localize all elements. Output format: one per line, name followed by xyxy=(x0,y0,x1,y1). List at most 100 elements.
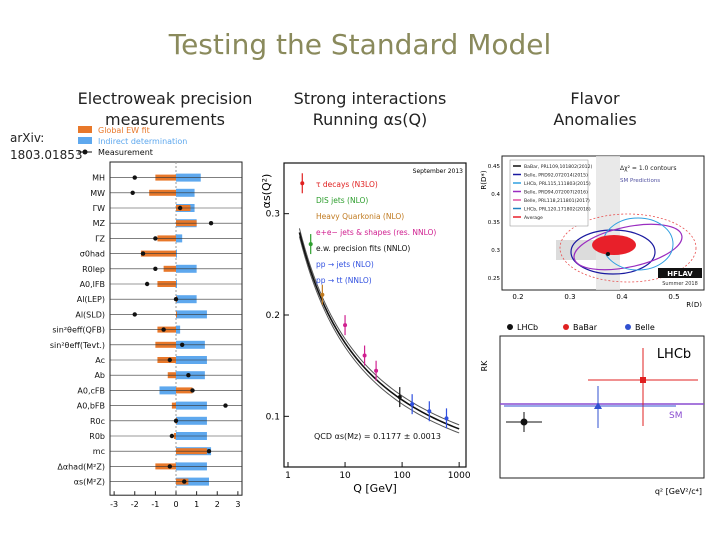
flavtop-legend-entry: Average xyxy=(524,215,543,221)
flavbot-babar-point xyxy=(640,377,646,383)
flavor-heading-line2: Anomalies xyxy=(553,110,637,129)
strong-legend-entry: τ decays (N3LO) xyxy=(316,180,378,189)
flavbot-lhcb-point xyxy=(520,418,528,426)
flavtop-x-tick-label: 0.3 xyxy=(564,293,575,301)
ew-x-tick-label: -1 xyxy=(151,500,159,509)
strong-data-point xyxy=(300,181,305,186)
flavbot-legend-entry: Belle xyxy=(635,323,655,332)
ew-x-tick-label: 0 xyxy=(173,500,178,509)
ew-legend-dot xyxy=(82,149,88,155)
flavtop-legend-entry: LHCb, PRL115,111803(2015) xyxy=(524,181,591,187)
strong-data-point xyxy=(410,402,415,407)
ew-param-label: MH xyxy=(92,174,105,183)
ew-measurement-dot xyxy=(132,175,137,180)
flavtop-contour-belle xyxy=(573,223,683,271)
ew-x-tick-label: 1 xyxy=(194,500,199,509)
flavtop-y-tick-label: 0.35 xyxy=(488,220,501,226)
strong-x-tick-label: 10 xyxy=(339,471,351,481)
ew-param-label: A0,cFB xyxy=(77,386,105,395)
ew-measurement-dot xyxy=(173,418,179,423)
ew-param-label: A0,bFB xyxy=(77,402,105,411)
strong-data-point xyxy=(343,323,348,328)
ew-param-label: Al(SLD) xyxy=(75,310,105,319)
ew-measurement-dot xyxy=(223,403,228,408)
strong-y-axis-label: αs(Q²) xyxy=(260,174,273,209)
ew-param-label: ΓZ xyxy=(95,234,105,243)
flavbot-frame xyxy=(499,335,705,479)
strong-x-axis-label: Q [GeV] xyxy=(353,482,397,495)
ew-param-label: R0b xyxy=(89,432,105,441)
ew-param-label: σ0had xyxy=(80,250,105,259)
ew-param-label: ΓW xyxy=(93,204,105,213)
strong-legend-entry: pp → jets (NLO) xyxy=(316,260,374,269)
flavbot-legend-marker xyxy=(563,324,569,330)
ew-measurement-dot xyxy=(169,433,175,439)
flavtop-average xyxy=(592,235,636,255)
strong-data-point xyxy=(374,368,379,373)
flavtop-contour-label: Δχ² = 1.0 contours xyxy=(620,165,676,172)
ew-x-tick-label: 3 xyxy=(235,500,240,509)
alpha-s-running-plot: 0.3 0.2 0.1 1 10 100 1000 Q [GeV] αs(Q²) Septembe… xyxy=(260,162,470,495)
flavor-heading: Flavor Anomalies xyxy=(540,88,650,130)
ew-measurement-dot xyxy=(182,479,187,484)
flavtop-x-tick-label: 0.4 xyxy=(616,293,628,301)
ew-param-label: Ac xyxy=(95,356,105,365)
strong-data-point xyxy=(308,242,313,247)
flavtop-legend-entry: Belle, PRL118,211801(2017) xyxy=(524,198,590,204)
ew-measurement-dot xyxy=(190,388,195,393)
flavtop-legend-entry: LHCb, PRL120,171802(2018) xyxy=(524,207,591,213)
ew-param-label: R0c xyxy=(90,417,105,426)
ew-param-label: mc xyxy=(93,447,105,456)
flavtop-legend-entry: Belle, PRD92,072014(2015) xyxy=(524,173,588,179)
ew-measurement-dot xyxy=(167,464,173,469)
strong-x-tick-label: 100 xyxy=(394,471,411,481)
ew-param-label: αs(M²Z) xyxy=(74,478,105,487)
arxiv-number: 1803.01853 xyxy=(10,148,83,162)
strong-data-point xyxy=(444,416,449,421)
ew-legend-label: Indirect determination xyxy=(98,137,187,146)
ew-param-label: A0,lFB xyxy=(80,280,105,289)
ew-param-label: R0lep xyxy=(82,265,105,274)
ew-measurement-dot xyxy=(173,297,179,302)
flavor-heading-line1: Flavor xyxy=(570,89,620,108)
arxiv-reference: arXiv: 1803.01853 xyxy=(10,130,83,164)
ew-measurement-dot xyxy=(177,205,183,211)
flavtop-y-tick-label: 0.45 xyxy=(488,164,501,170)
strong-x-tick-label: 1 xyxy=(285,471,291,481)
flavtop-sm-band-v xyxy=(596,156,620,290)
flavtop-y-tick-label: 0.3 xyxy=(491,248,500,254)
strong-date: September 2013 xyxy=(413,168,464,175)
ew-measurement-dot xyxy=(140,251,146,256)
flavtop-badge xyxy=(658,268,702,278)
flavtop-x-tick-label: 0.2 xyxy=(512,293,523,301)
strong-heading-line2: Running αs(Q) xyxy=(312,110,428,129)
flavbot-y-axis-label: RK xyxy=(480,360,489,372)
strong-band-upper xyxy=(298,228,460,426)
ew-param-label: sin²θeff(QFB) xyxy=(52,326,105,335)
ew-legend-label: Global EW fit xyxy=(98,126,150,135)
ew-legend-label: Measurement xyxy=(98,148,153,157)
ew-legend-swatch xyxy=(78,137,92,144)
ew-param-label: Al(LEP) xyxy=(77,295,105,304)
ew-measurement-dot xyxy=(153,236,158,241)
strong-data-point xyxy=(427,409,432,414)
flavbot-x-axis-label: q² [GeV²/c⁴] xyxy=(655,487,702,496)
strong-heading: Strong interactions Running αs(Q) xyxy=(280,88,460,130)
ew-measurement-dot xyxy=(153,266,158,271)
ew-measurement-dot xyxy=(206,449,212,454)
strong-fit-label: QCD αs(Mz) = 0.1177 ± 0.0013 xyxy=(314,432,441,441)
ew-measurement-dot xyxy=(208,221,214,226)
strong-y-tick-label: 0.2 xyxy=(266,311,280,321)
strong-legend-entry: Heavy Quarkonia (NLO) xyxy=(316,212,404,221)
ew-param-label: MZ xyxy=(93,219,106,228)
ew-heading: Electroweak precision measurements xyxy=(77,89,253,129)
ew-measurement-dot xyxy=(130,190,135,195)
ew-measurement-dot xyxy=(186,373,191,378)
slide-title: Testing the Standard Model xyxy=(168,28,552,61)
flavbot-belle-point xyxy=(594,402,602,409)
ew-param-label: Δαhad(M²Z) xyxy=(57,462,105,471)
flavbot-legend-marker xyxy=(625,324,631,330)
strong-band-lower xyxy=(298,236,460,434)
strong-legend-entry: e.w. precision fits (NNLO) xyxy=(316,244,410,253)
strong-y-tick-label: 0.3 xyxy=(266,210,280,220)
